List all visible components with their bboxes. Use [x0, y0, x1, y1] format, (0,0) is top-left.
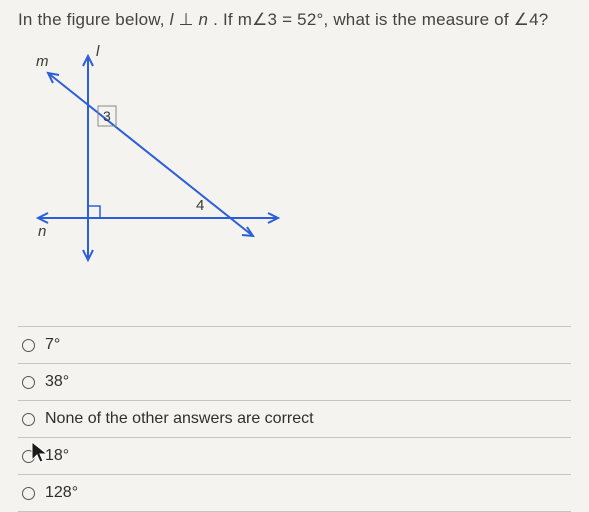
radio-icon: [22, 450, 35, 463]
radio-icon: [22, 487, 35, 500]
option-label: 7°: [45, 336, 60, 354]
option-3[interactable]: None of the other answers are correct: [18, 400, 571, 437]
option-5[interactable]: 128°: [18, 474, 571, 512]
geometry-figure: 3 4 m l n: [18, 38, 318, 298]
line-l-label: l: [96, 43, 100, 60]
option-4[interactable]: 18°: [18, 437, 571, 474]
option-label: None of the other answers are correct: [45, 410, 314, 428]
question-text: In the figure below, l ⊥ n . If m∠3 = 52…: [18, 10, 571, 30]
radio-icon: [22, 413, 35, 426]
line-m-label: m: [36, 53, 49, 70]
angle-4-label: 4: [196, 197, 204, 214]
angle-3-label: 3: [103, 108, 111, 124]
option-label: 128°: [45, 484, 78, 502]
line-n-label: n: [38, 223, 46, 240]
answer-options: 7° 38° None of the other answers are cor…: [18, 326, 571, 512]
radio-icon: [22, 339, 35, 352]
option-label: 38°: [45, 373, 69, 391]
radio-icon: [22, 376, 35, 389]
option-label: 18°: [45, 447, 69, 465]
option-2[interactable]: 38°: [18, 363, 571, 400]
option-1[interactable]: 7°: [18, 326, 571, 363]
